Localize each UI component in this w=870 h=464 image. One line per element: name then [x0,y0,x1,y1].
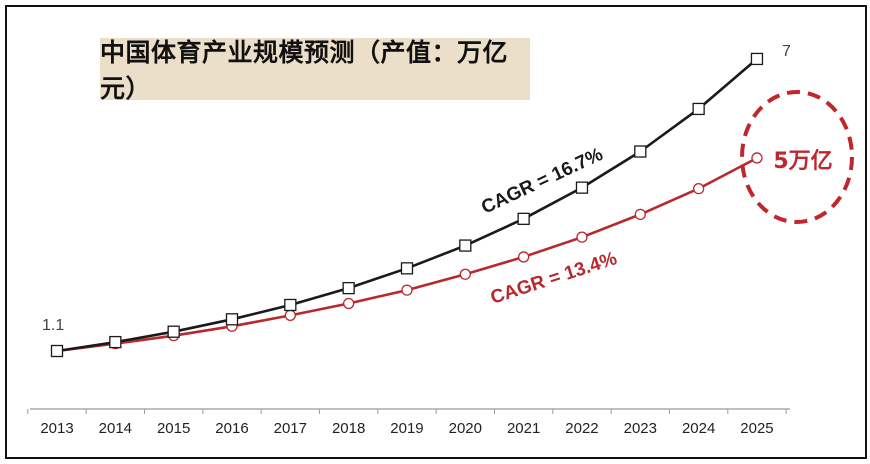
point-black-2022 [575,181,589,194]
x-tick-label-2015: 2015 [157,420,190,437]
point-red-2024 [692,182,705,195]
data-label-start: 1.1 [42,317,64,334]
point-red-2018 [342,297,355,310]
x-tick-label-2023: 2023 [624,420,657,437]
callout-label: 5万亿 [773,149,832,174]
point-red-2021 [517,251,530,263]
point-black-2016 [225,313,239,326]
x-tick-label-2014: 2014 [99,420,132,437]
cagr-black-annotation: CAGR = 16.7% [478,144,606,219]
series-line-black [56,57,758,353]
x-tick-label-2017: 2017 [274,420,307,437]
point-black-2018 [342,281,355,295]
x-tick-label-2022: 2022 [565,420,598,437]
x-tick-label-2024: 2024 [682,420,715,437]
x-tick-label-2013: 2013 [40,420,73,437]
point-red-2023 [634,208,646,221]
x-tick-label-2025: 2025 [740,420,773,437]
point-red-2025 [751,152,763,164]
point-red-2017 [284,309,296,322]
x-tick-label-2020: 2020 [449,420,482,437]
point-black-2013 [50,344,64,358]
point-black-2015 [167,325,180,338]
point-black-2025 [750,52,764,66]
x-tick-label-2019: 2019 [390,420,423,437]
x-tick-label-2016: 2016 [215,420,248,437]
title-box: 中国体育产业规模预测（产值：万亿元） [100,38,530,103]
callout-circle [740,90,854,224]
point-black-2014 [109,335,122,349]
point-black-2023 [634,145,647,158]
x-tick-label-2021: 2021 [507,420,540,437]
point-black-2020 [459,239,472,252]
point-red-2020 [459,268,471,280]
x-tick-label-2018: 2018 [332,420,365,437]
point-red-2022 [576,231,588,243]
point-black-2024 [692,102,705,116]
point-black-2017 [284,298,297,312]
point-red-2019 [401,284,413,296]
series-line-red [56,156,758,353]
chart-title: 中国体育产业规模预测（产值：万亿元） [100,38,509,103]
cagr-red-annotation: CAGR = 13.4% [488,248,620,309]
point-black-2019 [400,262,414,275]
point-black-2021 [517,212,530,225]
data-label-end: 7 [782,43,791,60]
